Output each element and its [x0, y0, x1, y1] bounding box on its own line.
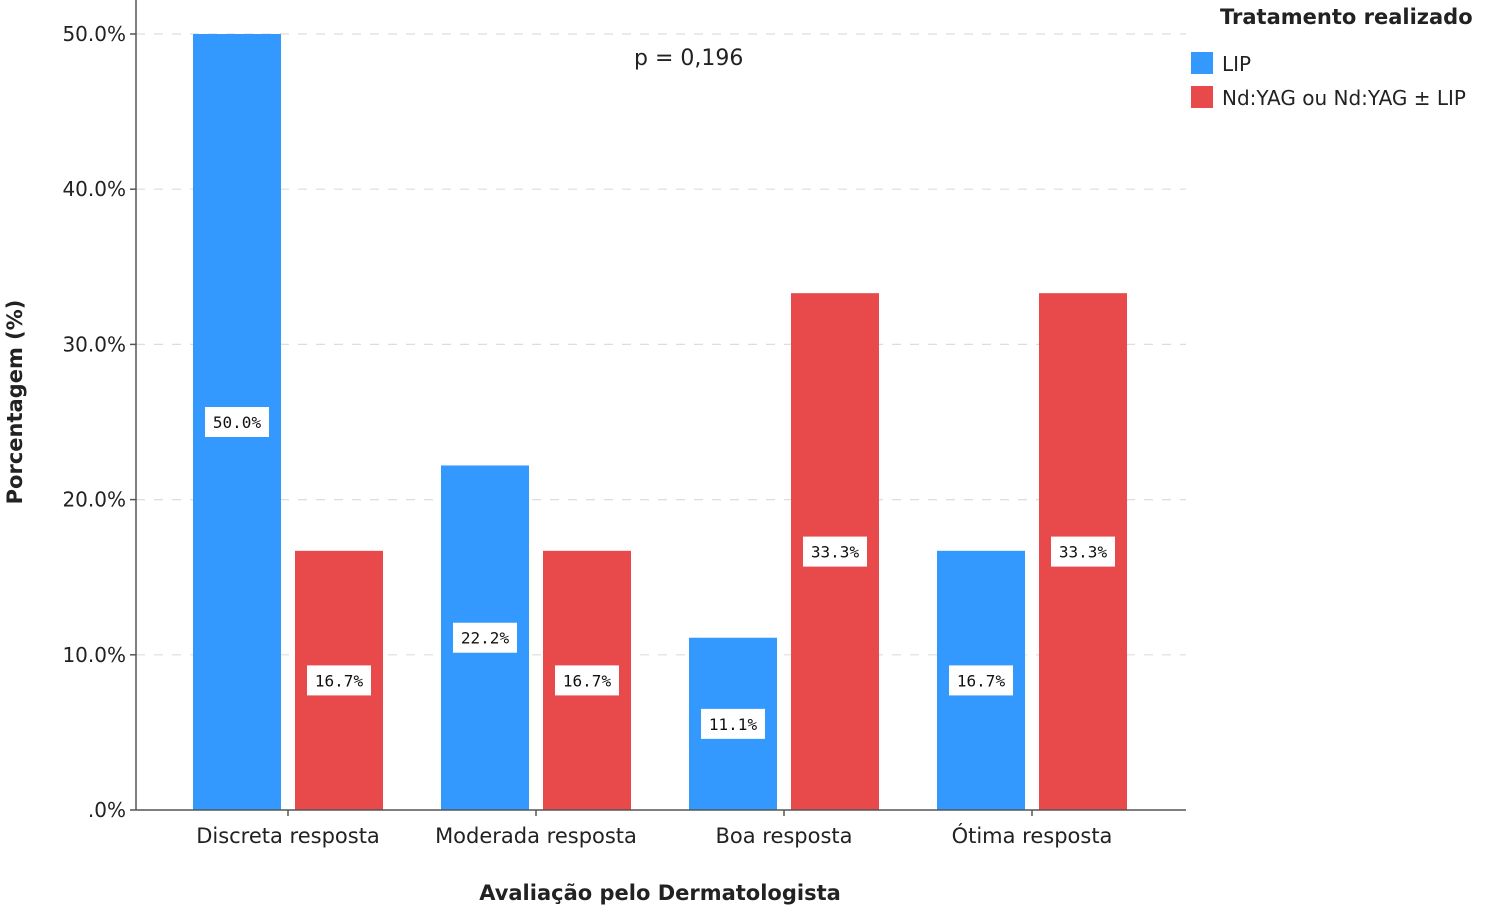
data-label: 16.7% [315, 671, 364, 690]
x-tick-label: Ótima resposta [952, 823, 1113, 848]
data-label: 16.7% [563, 671, 612, 690]
y-tick-labels: .0% 10.0% 20.0% 30.0% 40.0% 50.0% [62, 22, 136, 822]
data-label-box [453, 622, 517, 653]
data-label-box [307, 665, 371, 696]
x-axis-title: Avaliação pelo Dermatologista [479, 881, 841, 905]
data-label: 50.0% [213, 413, 262, 432]
y-tick-label: .0% [88, 798, 126, 822]
legend-swatch-ndyag [1191, 86, 1213, 108]
data-label-box [555, 665, 619, 696]
y-tick-label: 30.0% [62, 332, 126, 356]
x-tick-label: Boa resposta [715, 824, 852, 848]
annotation-p-value: p = 0,196 [634, 46, 743, 71]
x-tick-label: Discreta resposta [196, 824, 380, 848]
data-label-box [701, 708, 765, 739]
data-label: 33.3% [811, 543, 860, 562]
legend-label-lip: LIP [1222, 52, 1251, 76]
legend: Tratamento realizado LIP Nd:YAG ou Nd:YA… [1191, 5, 1473, 110]
data-label: 22.2% [461, 629, 510, 648]
data-label-box [205, 407, 269, 437]
axes [135, 0, 1186, 811]
y-tick-label: 50.0% [62, 22, 126, 46]
gridlines [136, 33, 1186, 656]
data-label-box [1051, 536, 1115, 567]
legend-label-ndyag: Nd:YAG ou Nd:YAG ± LIP [1222, 86, 1466, 110]
data-label: 33.3% [1059, 543, 1108, 562]
data-label: 11.1% [709, 715, 758, 734]
legend-swatch-lip [1191, 52, 1213, 74]
y-tick-label: 10.0% [62, 643, 126, 667]
data-label-box [803, 536, 867, 567]
data-label-box [949, 665, 1013, 696]
legend-title: Tratamento realizado [1220, 5, 1473, 29]
x-tick-labels: Discreta resposta Moderada resposta Boa re… [196, 810, 1112, 848]
data-labels: 50.0% 16.7% 22.2% 16.7% 11.1% 33.3% 16.7% 33.3% [205, 407, 1115, 739]
y-tick-label: 40.0% [62, 177, 126, 201]
y-tick-label: 20.0% [62, 488, 126, 512]
data-label: 16.7% [957, 671, 1006, 690]
x-tick-label: Moderada resposta [435, 824, 637, 848]
y-axis-title: Porcentagem (%) [3, 300, 27, 505]
